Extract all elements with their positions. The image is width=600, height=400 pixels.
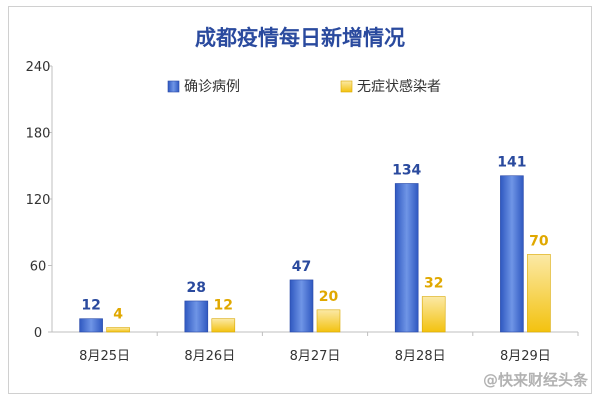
legend-swatch [167, 80, 180, 93]
bar-asymptomatic [316, 309, 341, 333]
data-label: 12 [214, 298, 233, 314]
x-tick-label: 8月25日 [79, 349, 130, 364]
y-tick-label: 240 [26, 60, 51, 75]
watermark-text: @快来财经头条 [482, 371, 588, 389]
y-tick-label: 60 [30, 260, 47, 275]
bars: 12 4 28 12 47 20 134 32 141 70 [79, 155, 551, 333]
y-tick-label: 0 [34, 326, 42, 341]
data-label: 12 [81, 298, 100, 314]
legend-label: 无症状感染者 [357, 78, 441, 95]
data-label: 141 [497, 155, 526, 171]
x-tick-label: 8月26日 [184, 349, 235, 364]
data-label: 20 [319, 289, 339, 305]
bar-asymptomatic [527, 254, 551, 333]
legend-swatch [340, 80, 353, 93]
data-label: 28 [187, 280, 206, 296]
legend-label: 确诊病例 [184, 79, 240, 95]
data-label: 70 [529, 233, 549, 249]
x-tick-label: 8月28日 [395, 349, 446, 364]
chart-title: 成都疫情每日新增情况 [195, 26, 405, 50]
y-axis: 0 60 120 180 240 [26, 60, 53, 341]
bar-confirmed [500, 175, 524, 333]
x-axis: 8月25日 8月26日 8月27日 8月28日 8月29日 [52, 331, 579, 364]
x-tick-label: 8月29日 [500, 349, 551, 364]
bar-confirmed [394, 183, 419, 333]
y-tick-label: 180 [26, 127, 51, 142]
data-label: 4 [113, 307, 123, 323]
data-label: 32 [424, 276, 443, 292]
bar-confirmed [184, 300, 209, 333]
bar-asymptomatic [106, 327, 130, 333]
y-tick-label: 120 [26, 193, 51, 208]
bar-asymptomatic [421, 296, 446, 333]
data-label: 47 [292, 259, 311, 275]
data-label: 134 [392, 162, 421, 178]
x-tick-label: 8月27日 [290, 349, 341, 364]
bar-confirmed [79, 318, 103, 333]
legend: 确诊病例 无症状感染者 [167, 78, 441, 95]
bar-confirmed [289, 279, 314, 333]
bar-asymptomatic [211, 318, 236, 333]
